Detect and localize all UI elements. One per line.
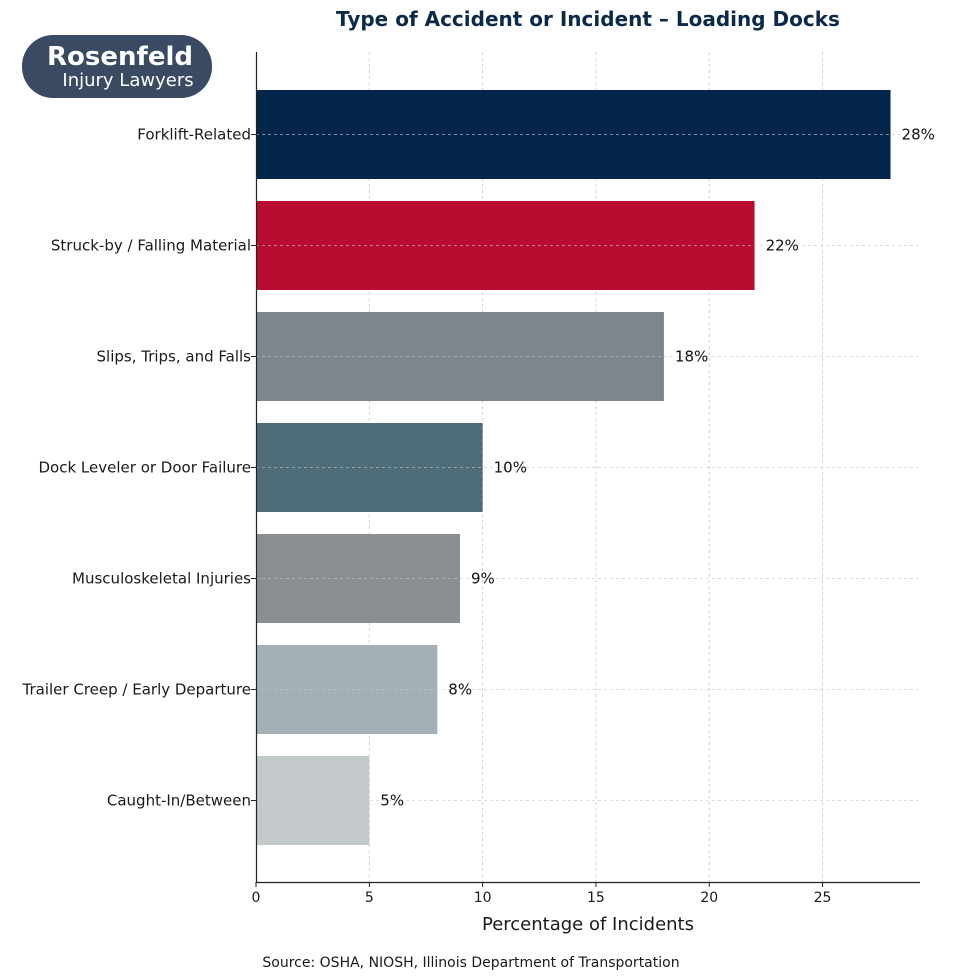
chart-title: Type of Accident or Incident – Loading D…	[336, 7, 840, 31]
value-label: 8%	[448, 681, 472, 699]
category-label: Struck-by / Falling Material	[51, 237, 251, 255]
logo-background	[22, 35, 212, 98]
x-tick-label: 5	[365, 890, 374, 906]
x-tick-label: 0	[252, 890, 261, 906]
x-tick-label: 25	[814, 890, 832, 906]
x-tick-label: 20	[700, 890, 718, 906]
value-label: 5%	[380, 792, 404, 810]
value-label: 22%	[766, 237, 799, 255]
x-axis-label: Percentage of Incidents	[482, 914, 694, 935]
logo-line1: Rosenfeld	[47, 42, 193, 72]
x-tick-label: 10	[474, 890, 492, 906]
value-label: 9%	[471, 570, 495, 588]
category-label: Forklift-Related	[137, 126, 251, 144]
bar-1	[256, 90, 891, 179]
value-label: 28%	[902, 126, 935, 144]
logo: Rosenfeld Injury Lawyers	[22, 35, 212, 98]
value-label: 18%	[675, 348, 708, 366]
category-label: Caught-In/Between	[107, 792, 251, 810]
value-label: 10%	[494, 459, 527, 477]
bars	[256, 90, 891, 845]
x-tick-label: 15	[587, 890, 605, 906]
category-label: Slips, Trips, and Falls	[97, 348, 252, 366]
category-label: Dock Leveler or Door Failure	[39, 459, 252, 477]
labels: 0 5 10 15 20 25 Forklift-Related 28% Struck-by /…	[22, 126, 935, 907]
category-label: Trailer Creep / Early Departure	[22, 681, 251, 699]
logo-line2: Injury Lawyers	[62, 70, 193, 91]
source-note: Source: OSHA, NIOSH, Illinois Department…	[262, 955, 679, 971]
category-label: Musculoskeletal Injuries	[72, 570, 251, 588]
